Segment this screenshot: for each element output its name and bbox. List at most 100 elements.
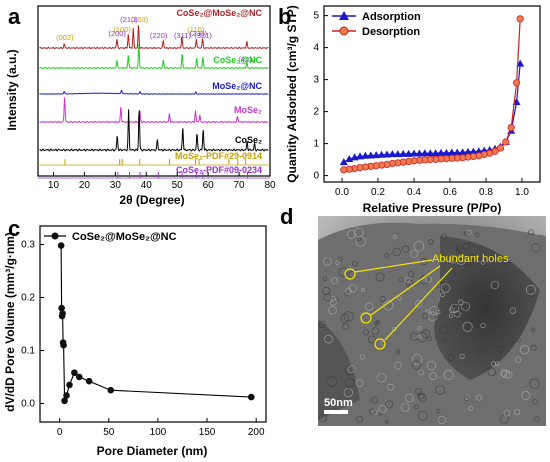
tem-hole: [437, 281, 444, 289]
tem-hole: [426, 360, 437, 371]
adsorption-point: [383, 150, 391, 158]
hole-marker-3: [374, 338, 386, 350]
tem-hole: [329, 298, 337, 306]
tem-hole: [429, 305, 439, 316]
tem-hole: [464, 231, 468, 236]
pore-line: [60, 245, 252, 401]
pore-series-group: [57, 242, 255, 405]
legend-label-pore: CoSe₂@MoSe₂@NC: [72, 231, 177, 243]
adsorption-point: [404, 149, 413, 157]
adsorption-point: [399, 149, 408, 157]
isotherm-y-tick-label: 4: [313, 43, 319, 54]
legend-marker-pore: [51, 232, 59, 240]
pore-y-tick-label: 0.0: [21, 398, 35, 409]
tem-hole: [531, 243, 541, 253]
tem-image: Abundant holes 50nm: [318, 216, 546, 426]
tem-hole: [401, 245, 410, 253]
tem-hole: [462, 321, 473, 332]
tem-hole: [363, 329, 369, 336]
legend-label-adsorption: Adsorption: [362, 11, 421, 23]
tem-hole: [532, 399, 538, 405]
tem-hole: [318, 413, 327, 422]
tem-hole: [348, 284, 357, 293]
xrd-x-tick-label: 70: [234, 180, 246, 191]
tem-hole: [456, 254, 467, 265]
tem-hole: [375, 272, 385, 282]
legend-label-desorption: Desorption: [362, 26, 420, 38]
adsorption-point: [437, 148, 445, 156]
tem-dark-region: [434, 236, 540, 380]
desorption-point: [502, 138, 510, 146]
adsorption-point: [474, 147, 483, 155]
pointer-line-3: [384, 267, 453, 341]
tem-hole: [534, 416, 540, 422]
xrd-plot-frame: [37, 5, 271, 177]
tem-hole: [322, 286, 331, 295]
xrd-series-line: [39, 89, 269, 95]
isotherm-plot-frame: [323, 5, 541, 183]
tem-hole: [425, 308, 430, 313]
pore-x-axis-title: Pore Diameter (nm): [97, 444, 208, 458]
tem-hole: [448, 313, 454, 318]
adsorption-point: [415, 149, 424, 157]
tem-hole: [367, 335, 376, 344]
tem-hole: [439, 325, 449, 335]
pore-point: [57, 242, 65, 249]
tem-hole-texture: [318, 227, 541, 425]
xrd-label-cose2: CoSe₂: [235, 135, 262, 145]
tem-hole: [379, 296, 386, 302]
tem-hole: [521, 391, 531, 400]
xrd-ref-label-mose2: MoSe₂-PDF#29-0914: [175, 151, 262, 161]
isotherm-y-tick-label: 0: [313, 171, 319, 182]
tem-hole: [493, 255, 499, 261]
tem-hole: [462, 257, 472, 266]
tem-hole: [365, 302, 374, 312]
tem-hole: [440, 283, 451, 293]
xrd-series-line: [39, 44, 269, 70]
panel-letter-a: a: [8, 4, 21, 29]
tem-hole: [479, 290, 484, 295]
isotherm-x-tick-label: 1.0: [515, 187, 529, 198]
isotherm-y-tick-label: 5: [313, 11, 319, 22]
xrd-label-cose2-nc: CoSe₂@NC: [213, 55, 262, 65]
pore-point: [107, 386, 115, 394]
adsorption-point: [453, 148, 462, 156]
tem-hole: [531, 327, 536, 332]
xrd-peak-annotations: (002) (200)(100)(210)(103)(220) (311)(110)…: [56, 15, 256, 64]
tem-hole: [442, 337, 447, 343]
pore-point: [59, 310, 66, 317]
pore-point: [58, 304, 65, 312]
tem-hole: [468, 406, 474, 412]
tem-hole: [328, 306, 337, 315]
tem-hole: [413, 241, 425, 252]
pore-x-tick-label: 150: [199, 427, 216, 438]
tem-hole: [476, 350, 483, 357]
tem-hole: [343, 311, 354, 322]
tem-hole: [337, 256, 343, 262]
legend-marker-adsorption: [339, 11, 349, 20]
xrd-peak-annotation: (311): [174, 31, 191, 40]
xrd-peak-annotation: (200): [108, 29, 126, 38]
xrd-x-ticks: 10 20 30 40 50 60 70 80: [48, 172, 276, 191]
tem-annotation-label: Abundant holes: [432, 253, 509, 265]
xrd-label-cose2-mose2-nc: CoSe₂@MoSe₂@NC: [176, 8, 262, 18]
tem-hole: [465, 283, 475, 293]
pointer-line-1: [354, 259, 433, 273]
adsorption-point: [458, 148, 467, 156]
isotherm-y-tick-label: 1: [313, 139, 319, 150]
tem-hole: [354, 227, 364, 238]
tem-hole: [384, 253, 389, 258]
tem-hole: [410, 249, 419, 258]
tem-hole: [496, 308, 501, 313]
tem-hole: [330, 277, 339, 285]
tem-hole: [394, 361, 402, 370]
tem-hole: [457, 299, 464, 306]
tem-hole: [454, 302, 459, 308]
desorption-point: [507, 124, 515, 132]
tem-hole: [440, 292, 445, 298]
pointer-line-2: [370, 265, 441, 316]
tem-hole: [392, 247, 402, 257]
adsorption-point: [469, 147, 478, 155]
pore-point: [85, 377, 93, 385]
xrd-y-axis-title: Intensity (a.u.): [5, 49, 19, 130]
